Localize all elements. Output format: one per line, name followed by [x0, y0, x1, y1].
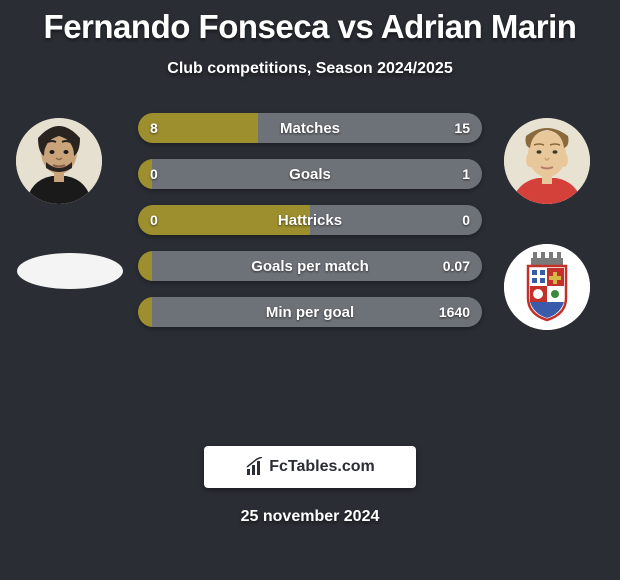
stat-label: Hattricks [138, 205, 482, 235]
stat-label: Matches [138, 113, 482, 143]
stat-left-value: 0 [150, 159, 158, 189]
stat-bar-3: Goals per match0.07 [138, 251, 482, 281]
stat-bar-1: Goals0 1 [138, 159, 482, 189]
stat-bars: Matches815Goals01Hattricks00Goals per ma… [138, 113, 482, 343]
stat-right-value: 1 [462, 159, 470, 189]
stat-label: Goals [138, 159, 482, 189]
team-left-badge [17, 253, 123, 289]
brand-badge: FcTables.com [204, 446, 416, 488]
page-title: Fernando Fonseca vs Adrian Marin [0, 0, 620, 46]
comparison-content: Matches815Goals01Hattricks00Goals per ma… [0, 108, 620, 438]
player-right-avatar [504, 118, 590, 204]
stat-right-value: 0 [462, 205, 470, 235]
subtitle: Club competitions, Season 2024/2025 [0, 60, 620, 78]
team-right-badge [504, 244, 590, 330]
stat-label: Min per goal [138, 297, 482, 327]
date-label: 25 november 2024 [0, 508, 620, 526]
stat-right-value: 15 [454, 113, 470, 143]
stat-bar-0: Matches8 15 [138, 113, 482, 143]
stat-left-value: 8 [150, 113, 158, 143]
stat-bar-4: Min per goal1640 [138, 297, 482, 327]
stat-right-value: 1640 [439, 297, 470, 327]
stat-bar-2: Hattricks0 0 [138, 205, 482, 235]
stat-left-value: 0 [150, 205, 158, 235]
stat-right-value: 0.07 [443, 251, 470, 281]
player-left-avatar [16, 118, 102, 204]
chart-icon [245, 457, 265, 477]
stat-label: Goals per match [138, 251, 482, 281]
brand-text: FcTables.com [269, 458, 375, 476]
